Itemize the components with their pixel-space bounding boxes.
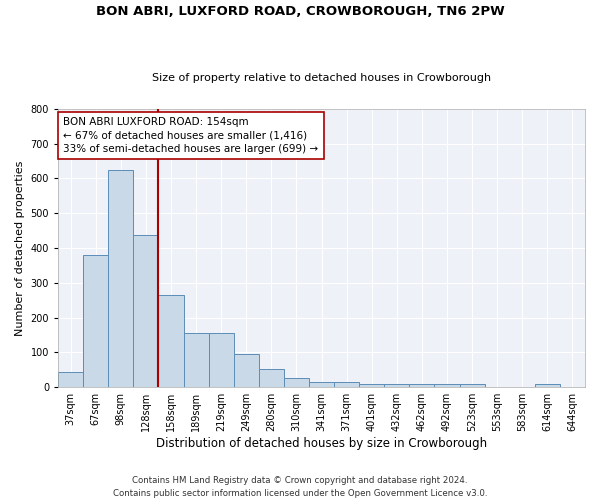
Bar <box>409 384 434 387</box>
Bar <box>535 384 560 387</box>
Bar <box>209 334 234 387</box>
Y-axis label: Number of detached properties: Number of detached properties <box>15 160 25 336</box>
Bar <box>158 295 184 387</box>
Title: Size of property relative to detached houses in Crowborough: Size of property relative to detached ho… <box>152 73 491 83</box>
Text: BON ABRI, LUXFORD ROAD, CROWBOROUGH, TN6 2PW: BON ABRI, LUXFORD ROAD, CROWBOROUGH, TN6… <box>95 5 505 18</box>
Bar <box>359 384 384 387</box>
Bar <box>434 384 460 387</box>
Text: BON ABRI LUXFORD ROAD: 154sqm
← 67% of detached houses are smaller (1,416)
33% o: BON ABRI LUXFORD ROAD: 154sqm ← 67% of d… <box>64 117 319 154</box>
Bar <box>184 334 209 387</box>
Bar <box>309 382 334 387</box>
Bar <box>58 372 83 387</box>
Bar <box>83 255 108 387</box>
Text: Contains HM Land Registry data © Crown copyright and database right 2024.
Contai: Contains HM Land Registry data © Crown c… <box>113 476 487 498</box>
Bar <box>384 384 409 387</box>
Bar <box>259 369 284 387</box>
Bar <box>234 354 259 387</box>
Bar <box>284 378 309 387</box>
Bar <box>460 384 485 387</box>
Bar <box>108 170 133 387</box>
X-axis label: Distribution of detached houses by size in Crowborough: Distribution of detached houses by size … <box>156 437 487 450</box>
Bar <box>133 235 158 387</box>
Bar <box>334 382 359 387</box>
